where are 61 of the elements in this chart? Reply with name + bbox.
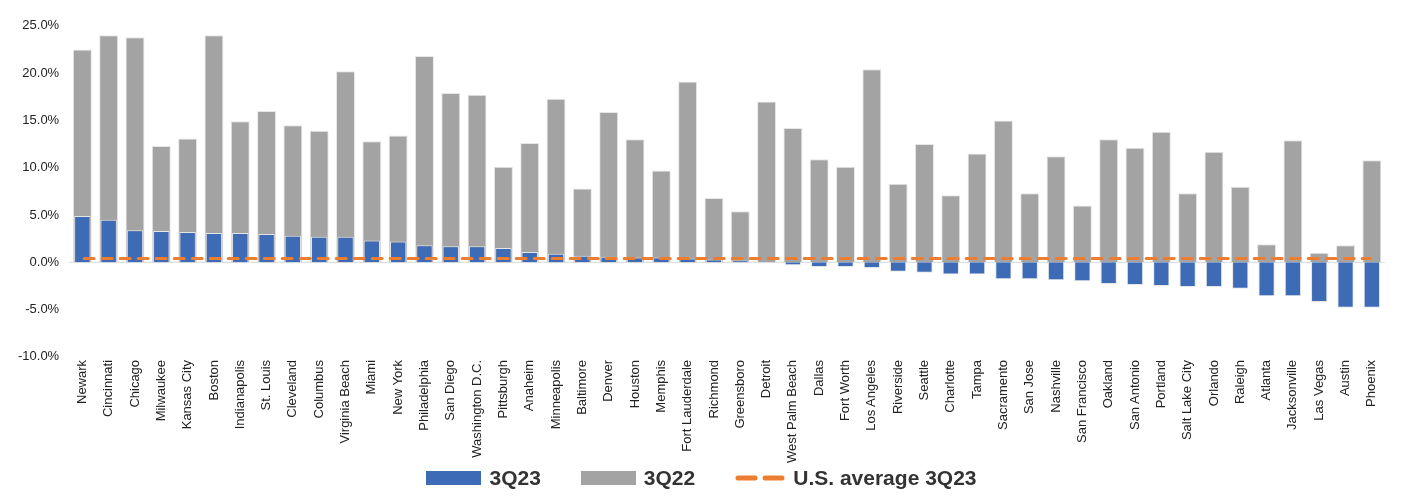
- legend-label: 3Q23: [489, 466, 541, 490]
- x-tick-label: Houston: [626, 359, 642, 409]
- x-tick-label: San Antonio: [1126, 359, 1142, 431]
- x-tick-label: Detroit: [758, 359, 774, 399]
- x-tick-label: Jacksonville: [1284, 359, 1300, 431]
- y-tick-label: -10.0%: [17, 348, 60, 364]
- y-tick-label: 20.0%: [22, 64, 60, 80]
- x-tick-label: San Diego: [442, 359, 458, 421]
- x-tick-label: Boston: [205, 359, 221, 401]
- y-tick-label: 0.0%: [29, 253, 60, 269]
- x-tick-label: Los Angeles: [863, 359, 879, 431]
- x-tick-label: Atlanta: [1258, 359, 1274, 401]
- x-tick-label: Chicago: [126, 359, 142, 408]
- x-tick-label: New York: [389, 359, 405, 415]
- x-tick-label: West Palm Beach: [784, 359, 800, 464]
- x-tick-label: Memphis: [652, 359, 668, 413]
- x-tick-label: Richmond: [705, 359, 721, 419]
- legend-label: U.S. average 3Q23: [793, 466, 977, 490]
- x-tick-label: Minneapolis: [547, 359, 563, 430]
- x-tick-label: Denver: [600, 359, 616, 402]
- x-tick-label: Las Vegas: [1310, 359, 1326, 421]
- x-tick-label: Orlando: [1205, 359, 1221, 407]
- x-tick-label: Indianapolis: [231, 359, 247, 430]
- x-tick-label: Oakland: [1100, 359, 1116, 409]
- y-tick-label: -5.0%: [25, 301, 60, 317]
- x-tick-label: Milwaukee: [152, 359, 168, 422]
- x-tick-label: Kansas City: [179, 359, 195, 430]
- legend-label: 3Q22: [643, 466, 696, 490]
- x-tick-label: Seattle: [916, 359, 932, 401]
- x-tick-label: Columbus: [310, 359, 326, 419]
- y-tick-label: 10.0%: [22, 159, 60, 175]
- x-tick-label: Anaheim: [521, 359, 537, 412]
- x-tick-label: San Francisco: [1073, 359, 1089, 444]
- x-tick-label: Riverside: [889, 359, 905, 415]
- x-tick-label: Cleveland: [284, 359, 300, 418]
- y-tick-label: 15.0%: [22, 111, 60, 127]
- x-tick-label: Washington D.C.: [468, 359, 484, 458]
- x-tick-label: Philadelphia: [416, 359, 432, 431]
- x-tick-label: Miami: [363, 359, 379, 395]
- x-tick-label: Austin: [1337, 359, 1353, 397]
- x-tick-label: Phoenix: [1363, 359, 1379, 407]
- x-tick-label: Raleigh: [1231, 359, 1247, 405]
- x-tick-label: Baltimore: [573, 359, 589, 415]
- y-tick-label: 5.0%: [29, 206, 60, 222]
- x-tick-label: Greensboro: [731, 359, 747, 429]
- x-tick-label: St. Louis: [258, 359, 274, 411]
- x-tick-label: Newark: [73, 359, 89, 404]
- x-tick-label: Cincinnati: [100, 359, 116, 418]
- x-tick-label: Dallas: [810, 359, 826, 397]
- x-tick-label: Tampa: [968, 359, 984, 399]
- x-tick-label: Portland: [1152, 359, 1168, 409]
- x-tick-label: Fort Lauderdale: [679, 359, 695, 452]
- x-tick-label: Charlotte: [942, 359, 958, 413]
- x-tick-label: Fort Worth: [837, 359, 853, 422]
- x-tick-label: San Jose: [1021, 359, 1037, 415]
- x-tick-label: Virginia Beach: [337, 359, 353, 444]
- x-tick-label: Salt Lake City: [1179, 359, 1195, 441]
- y-tick-label: 25.0%: [22, 17, 60, 33]
- x-tick-label: Nashville: [1047, 359, 1063, 413]
- x-tick-label: Pittsburgh: [494, 359, 510, 419]
- x-tick-label: Sacramento: [994, 359, 1010, 431]
